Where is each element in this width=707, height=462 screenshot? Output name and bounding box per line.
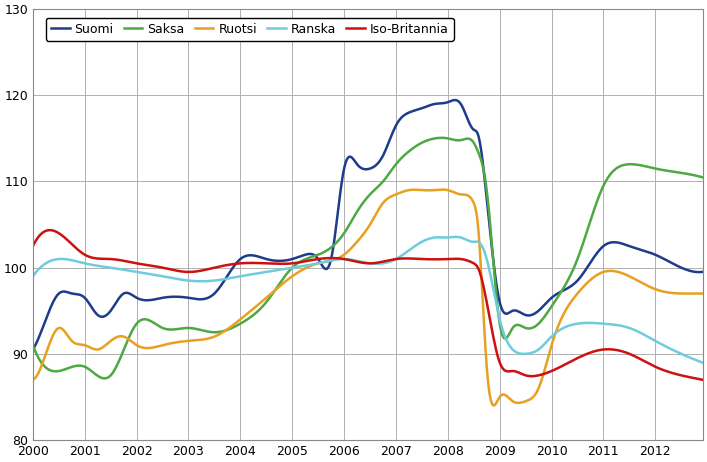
Iso-Britannia (46, 227, 54, 233)
Ruotsi (489, 403, 498, 408)
Ranska (347, 257, 356, 262)
Suomi (351, 159, 359, 164)
Ranska (428, 235, 436, 241)
Line: Suomi: Suomi (33, 100, 703, 350)
Saksa (352, 210, 361, 215)
Suomi (391, 124, 399, 129)
Iso-Britannia (684, 374, 692, 380)
Saksa (580, 236, 589, 241)
Ruotsi (685, 291, 694, 296)
Iso-Britannia (392, 256, 401, 261)
Suomi (428, 102, 436, 108)
Saksa (428, 136, 437, 141)
Ranska (391, 256, 399, 262)
Saksa (685, 171, 694, 177)
Ranska (579, 320, 588, 326)
Ruotsi (699, 291, 707, 296)
Ruotsi (428, 188, 436, 193)
Suomi (347, 154, 356, 160)
Iso-Britannia (579, 353, 588, 358)
Saksa (437, 135, 445, 140)
Iso-Britannia (352, 259, 361, 264)
Iso-Britannia (428, 256, 437, 262)
Ranska (351, 258, 359, 263)
Suomi (29, 347, 37, 353)
Saksa (392, 160, 401, 166)
Saksa (100, 376, 108, 381)
Ruotsi (391, 192, 399, 197)
Iso-Britannia (699, 377, 707, 383)
Iso-Britannia (29, 243, 37, 249)
Ruotsi (580, 283, 589, 288)
Suomi (684, 267, 692, 273)
Saksa (348, 217, 356, 222)
Line: Saksa: Saksa (33, 138, 703, 378)
Legend: Suomi, Saksa, Ruotsi, Ranska, Iso-Britannia: Suomi, Saksa, Ruotsi, Ranska, Iso-Britan… (46, 18, 454, 41)
Iso-Britannia (348, 258, 356, 263)
Ruotsi (438, 187, 447, 192)
Ranska (29, 274, 37, 279)
Line: Ranska: Ranska (33, 237, 703, 363)
Ruotsi (351, 241, 359, 247)
Suomi (450, 97, 459, 103)
Ranska (452, 234, 460, 240)
Line: Iso-Britannia: Iso-Britannia (33, 230, 703, 380)
Ranska (699, 360, 707, 365)
Saksa (29, 342, 37, 348)
Suomi (579, 270, 588, 276)
Line: Ruotsi: Ruotsi (33, 189, 703, 406)
Ruotsi (347, 246, 356, 251)
Ranska (684, 354, 692, 359)
Suomi (699, 269, 707, 274)
Ruotsi (29, 377, 37, 383)
Saksa (699, 175, 707, 180)
